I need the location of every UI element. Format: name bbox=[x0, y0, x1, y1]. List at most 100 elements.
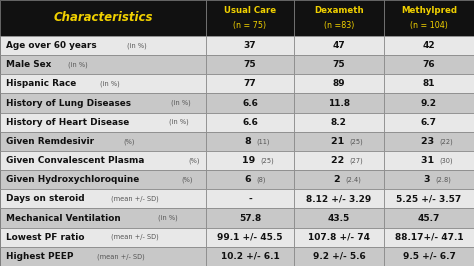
Bar bbox=[206, 0, 294, 36]
Text: (mean +/- SD): (mean +/- SD) bbox=[111, 234, 159, 240]
Text: History of Heart Disease: History of Heart Disease bbox=[6, 118, 132, 127]
Text: 75: 75 bbox=[333, 60, 345, 69]
Text: 57.8: 57.8 bbox=[239, 214, 261, 223]
Bar bbox=[384, 55, 474, 74]
Text: (mean +/- SD): (mean +/- SD) bbox=[111, 196, 159, 202]
Text: Male Sex: Male Sex bbox=[6, 60, 54, 69]
Text: Days on steroid: Days on steroid bbox=[6, 194, 87, 203]
Text: 8.12 +/- 3.29: 8.12 +/- 3.29 bbox=[306, 194, 372, 203]
Bar bbox=[206, 132, 294, 151]
Bar bbox=[384, 0, 474, 36]
Text: Age over 60 years: Age over 60 years bbox=[6, 41, 100, 50]
Text: (2.8): (2.8) bbox=[435, 176, 451, 183]
Text: 9.2: 9.2 bbox=[421, 98, 437, 107]
Text: 6: 6 bbox=[245, 175, 255, 184]
Bar bbox=[206, 93, 294, 113]
Text: (n =83): (n =83) bbox=[324, 22, 354, 30]
Text: History of Lung Diseases: History of Lung Diseases bbox=[6, 98, 134, 107]
Bar bbox=[384, 132, 474, 151]
Text: 45.7: 45.7 bbox=[418, 214, 440, 223]
Bar bbox=[206, 55, 294, 74]
Text: (in %): (in %) bbox=[169, 119, 189, 126]
Text: (8): (8) bbox=[256, 176, 266, 183]
Text: 42: 42 bbox=[423, 41, 435, 50]
Bar bbox=[206, 151, 294, 170]
Text: (n = 75): (n = 75) bbox=[234, 22, 266, 30]
Bar bbox=[0, 189, 206, 209]
Bar bbox=[384, 228, 474, 247]
Bar bbox=[206, 228, 294, 247]
Text: 6.7: 6.7 bbox=[421, 118, 437, 127]
Text: 47: 47 bbox=[333, 41, 345, 50]
Bar bbox=[294, 74, 384, 93]
Bar bbox=[294, 0, 384, 36]
Bar bbox=[384, 209, 474, 228]
Bar bbox=[384, 93, 474, 113]
Bar bbox=[384, 36, 474, 55]
Text: (mean +/- SD): (mean +/- SD) bbox=[97, 253, 145, 260]
Text: 22: 22 bbox=[331, 156, 347, 165]
Bar bbox=[206, 189, 294, 209]
Text: Given Convalescent Plasma: Given Convalescent Plasma bbox=[6, 156, 147, 165]
Bar bbox=[294, 113, 384, 132]
Bar bbox=[294, 132, 384, 151]
Text: 89: 89 bbox=[333, 79, 345, 88]
Text: (22): (22) bbox=[439, 138, 453, 145]
Text: Highest PEEP: Highest PEEP bbox=[6, 252, 76, 261]
Text: (%): (%) bbox=[182, 176, 193, 183]
Bar bbox=[294, 170, 384, 189]
Text: (in %): (in %) bbox=[127, 42, 146, 49]
Text: Usual Care: Usual Care bbox=[224, 6, 276, 15]
Text: Given Remdesivir: Given Remdesivir bbox=[6, 137, 97, 146]
Text: Methylpred: Methylpred bbox=[401, 6, 457, 15]
Bar bbox=[0, 113, 206, 132]
Text: (27): (27) bbox=[349, 157, 363, 164]
Text: 77: 77 bbox=[244, 79, 256, 88]
Text: (in %): (in %) bbox=[68, 61, 88, 68]
Text: 81: 81 bbox=[423, 79, 435, 88]
Bar bbox=[0, 93, 206, 113]
Text: 3: 3 bbox=[424, 175, 434, 184]
Bar bbox=[294, 228, 384, 247]
Text: (11): (11) bbox=[256, 138, 270, 145]
Text: (30): (30) bbox=[439, 157, 453, 164]
Text: 75: 75 bbox=[244, 60, 256, 69]
Text: 8.2: 8.2 bbox=[331, 118, 347, 127]
Text: 8: 8 bbox=[245, 137, 255, 146]
Text: 6.6: 6.6 bbox=[242, 98, 258, 107]
Text: 99.1 +/- 45.5: 99.1 +/- 45.5 bbox=[217, 233, 283, 242]
Bar bbox=[294, 189, 384, 209]
Text: 37: 37 bbox=[244, 41, 256, 50]
Text: 19: 19 bbox=[242, 156, 258, 165]
Text: -: - bbox=[248, 194, 252, 203]
Bar bbox=[206, 170, 294, 189]
Bar bbox=[206, 113, 294, 132]
Bar bbox=[206, 247, 294, 266]
Bar bbox=[206, 36, 294, 55]
Text: (2.4): (2.4) bbox=[345, 176, 361, 183]
Bar bbox=[294, 247, 384, 266]
Text: (25): (25) bbox=[261, 157, 274, 164]
Text: 31: 31 bbox=[421, 156, 437, 165]
Text: Hispanic Race: Hispanic Race bbox=[6, 79, 79, 88]
Text: (in %): (in %) bbox=[158, 215, 178, 221]
Bar bbox=[294, 209, 384, 228]
Text: 43.5: 43.5 bbox=[328, 214, 350, 223]
Bar bbox=[294, 93, 384, 113]
Text: Mechanical Ventilation: Mechanical Ventilation bbox=[6, 214, 124, 223]
Bar bbox=[384, 170, 474, 189]
Text: 88.17+/- 47.1: 88.17+/- 47.1 bbox=[395, 233, 463, 242]
Text: Given Hydroxychloroquine: Given Hydroxychloroquine bbox=[6, 175, 142, 184]
Text: Lowest PF ratio: Lowest PF ratio bbox=[6, 233, 87, 242]
Text: 9.5 +/- 6.7: 9.5 +/- 6.7 bbox=[402, 252, 456, 261]
Text: 21: 21 bbox=[331, 137, 347, 146]
Bar bbox=[206, 74, 294, 93]
Text: 5.25 +/- 3.57: 5.25 +/- 3.57 bbox=[396, 194, 462, 203]
Bar bbox=[0, 228, 206, 247]
Text: 76: 76 bbox=[423, 60, 435, 69]
Text: (%): (%) bbox=[123, 138, 135, 145]
Bar bbox=[384, 151, 474, 170]
Bar bbox=[0, 132, 206, 151]
Text: Dexameth: Dexameth bbox=[314, 6, 364, 15]
Text: (%): (%) bbox=[188, 157, 200, 164]
